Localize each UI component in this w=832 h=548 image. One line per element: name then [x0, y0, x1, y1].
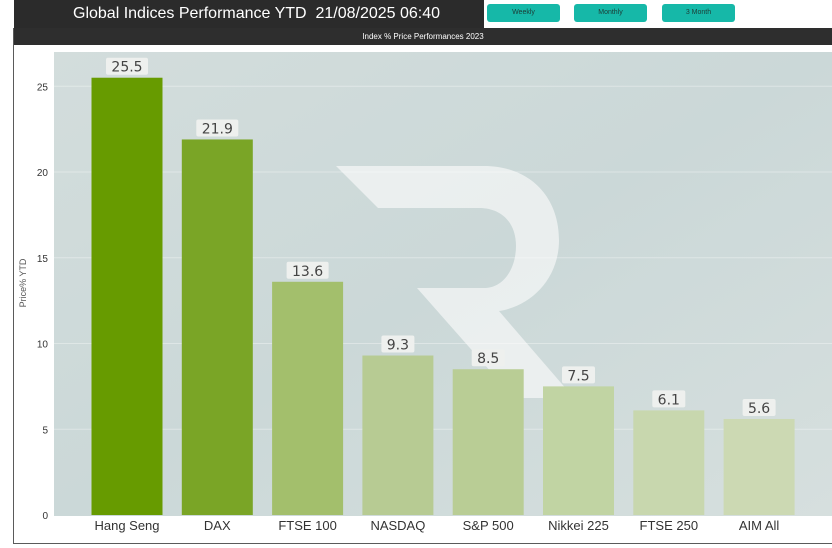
- bar: [723, 418, 795, 515]
- data-label: 7.5: [567, 368, 589, 384]
- data-label: 5.6: [748, 401, 770, 417]
- bar: [633, 410, 705, 515]
- weekly-button[interactable]: Weekly: [487, 4, 560, 22]
- data-label-box: [471, 349, 505, 367]
- data-label: 6.1: [658, 392, 680, 408]
- data-label-box: [652, 390, 686, 408]
- data-label: 13.6: [292, 264, 323, 280]
- data-label: 8.5: [477, 351, 499, 367]
- logo-watermark: [336, 166, 574, 398]
- y-tick-label: 5: [42, 425, 48, 436]
- x-tick-label: DAX: [204, 518, 231, 533]
- data-label-box: [381, 335, 415, 353]
- chart-title: Index % Price Performances 2023: [14, 28, 832, 45]
- bar: [91, 77, 163, 515]
- data-label-box: [106, 57, 148, 75]
- bar-chart: 0 5 10 15 20 25 25.5 21.9 13.6 9.3 8.5 7.5 6.1 5.6 H…: [18, 52, 832, 533]
- data-label-box: [562, 366, 595, 384]
- x-tick-label: Hang Seng: [94, 518, 159, 533]
- bar: [543, 386, 614, 515]
- x-tick-label: FTSE 100: [278, 518, 337, 533]
- data-label-box: [286, 261, 329, 279]
- bar: [272, 281, 344, 515]
- x-tick-label: Nikkei 225: [548, 518, 609, 533]
- data-label: 9.3: [387, 338, 409, 354]
- data-label: 21.9: [202, 121, 233, 137]
- monthly-button[interactable]: Monthly: [574, 4, 647, 22]
- bar: [452, 369, 524, 515]
- x-tick-label: S&P 500: [463, 518, 514, 533]
- x-tick-label: NASDAQ: [370, 518, 425, 533]
- y-tick-label: 10: [37, 340, 49, 351]
- y-tick-label: 25: [37, 82, 49, 93]
- three-month-button[interactable]: 3 Month: [662, 4, 735, 22]
- bar: [181, 139, 253, 515]
- y-tick-label: 20: [37, 168, 49, 179]
- plot-background: [54, 52, 832, 516]
- x-tick-label: FTSE 250: [640, 518, 699, 533]
- y-tick-label: 15: [37, 254, 49, 265]
- y-tick-label: 0: [42, 511, 48, 522]
- bar: [362, 355, 434, 515]
- x-tick-label: AIM All: [739, 518, 780, 533]
- data-label: 25.5: [111, 60, 142, 76]
- dashboard-title: Global Indices Performance YTD 21/08/202…: [14, 0, 484, 28]
- data-label-box: [196, 119, 239, 137]
- y-axis-label: Price% YTD: [18, 258, 28, 307]
- data-label-box: [742, 398, 776, 416]
- chart-panel: Index % Price Performances 2023 0 5 10 15 20…: [13, 28, 832, 544]
